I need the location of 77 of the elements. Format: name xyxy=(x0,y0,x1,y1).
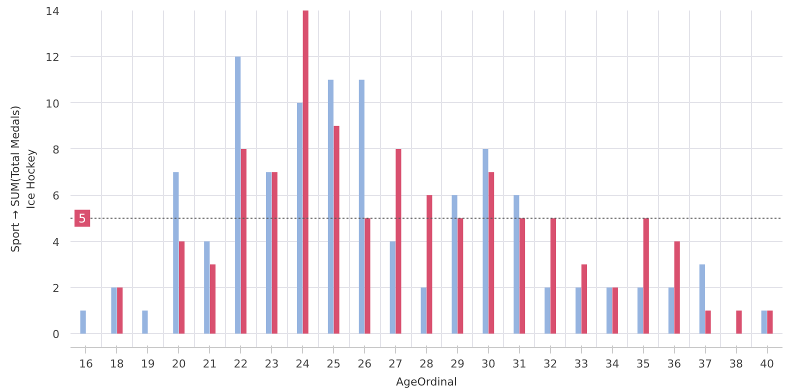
bar xyxy=(272,172,278,334)
y-tick-label: 8 xyxy=(52,143,60,156)
bar xyxy=(80,310,86,334)
y-tick-label: 14 xyxy=(46,5,60,18)
bar xyxy=(452,195,458,334)
y-tick-label: 4 xyxy=(52,236,60,249)
x-tick-label: 40 xyxy=(760,358,774,370)
bar xyxy=(637,287,644,334)
bar xyxy=(544,287,550,334)
y-tick-label: 6 xyxy=(52,190,60,203)
bar xyxy=(296,102,303,334)
bar xyxy=(334,126,340,334)
x-tick-label: 28 xyxy=(420,358,434,370)
bar xyxy=(668,287,674,334)
bar xyxy=(581,264,587,334)
bar xyxy=(674,241,680,334)
x-tick-label: 38 xyxy=(729,358,744,370)
ref-line-label: 5 xyxy=(78,212,86,226)
x-tick-label: 32 xyxy=(543,358,558,370)
bar xyxy=(266,172,272,334)
bar xyxy=(458,218,464,334)
x-tick-label: 21 xyxy=(202,358,217,370)
bar xyxy=(358,80,364,334)
x-tick-label: 30 xyxy=(481,358,496,370)
bar xyxy=(117,287,123,334)
x-tick-label: 25 xyxy=(326,358,341,370)
bar xyxy=(514,195,520,334)
bar xyxy=(606,287,612,334)
bar xyxy=(302,10,308,334)
y-tick-label: 10 xyxy=(46,97,60,110)
bar xyxy=(210,264,216,334)
y-tick-label: 0 xyxy=(52,328,60,342)
x-tick-label: 18 xyxy=(110,358,124,370)
bar xyxy=(235,56,241,334)
x-tick-label: 23 xyxy=(264,358,279,370)
bar xyxy=(420,287,426,334)
bar xyxy=(576,287,582,334)
x-tick-label: 20 xyxy=(172,358,186,370)
bar xyxy=(705,310,711,334)
bar xyxy=(550,218,556,334)
bar xyxy=(390,241,396,334)
bar xyxy=(612,287,618,334)
bar xyxy=(488,172,494,334)
bar xyxy=(240,148,246,334)
x-axis-title: AgeOrdinal xyxy=(396,376,458,388)
bar xyxy=(426,195,432,334)
x-tick-label: 27 xyxy=(388,358,403,370)
bar xyxy=(142,310,148,334)
x-tick-label: 36 xyxy=(667,358,682,370)
y-axis-title: Sport → SUM(Total Medals) Ice Hockey xyxy=(8,106,38,252)
bar xyxy=(328,80,334,334)
bar xyxy=(699,264,705,334)
x-tick-label: 37 xyxy=(698,358,712,370)
x-tick-label: 26 xyxy=(358,358,372,370)
bar xyxy=(364,218,370,334)
bar xyxy=(204,241,210,334)
bar xyxy=(178,241,185,334)
bar xyxy=(482,148,488,334)
x-tick-label: 35 xyxy=(636,358,650,370)
bar xyxy=(396,148,402,334)
bar xyxy=(736,310,742,334)
x-tick-label: 19 xyxy=(140,358,155,370)
bar xyxy=(520,218,526,334)
x-tick-label: 16 xyxy=(78,358,93,370)
x-tick-label: 33 xyxy=(574,358,588,370)
y-tick-label: 12 xyxy=(46,51,60,64)
y-tick-label: 2 xyxy=(52,282,60,295)
bar xyxy=(761,310,767,334)
x-tick-label: 22 xyxy=(234,358,248,370)
x-tick-label: 24 xyxy=(296,358,310,370)
x-tick-label: 34 xyxy=(605,358,620,370)
bar xyxy=(111,287,117,334)
x-tick-label: 29 xyxy=(450,358,464,370)
bar xyxy=(173,172,179,334)
bar xyxy=(767,310,773,334)
bar xyxy=(643,218,649,334)
x-tick-label: 31 xyxy=(512,358,526,370)
